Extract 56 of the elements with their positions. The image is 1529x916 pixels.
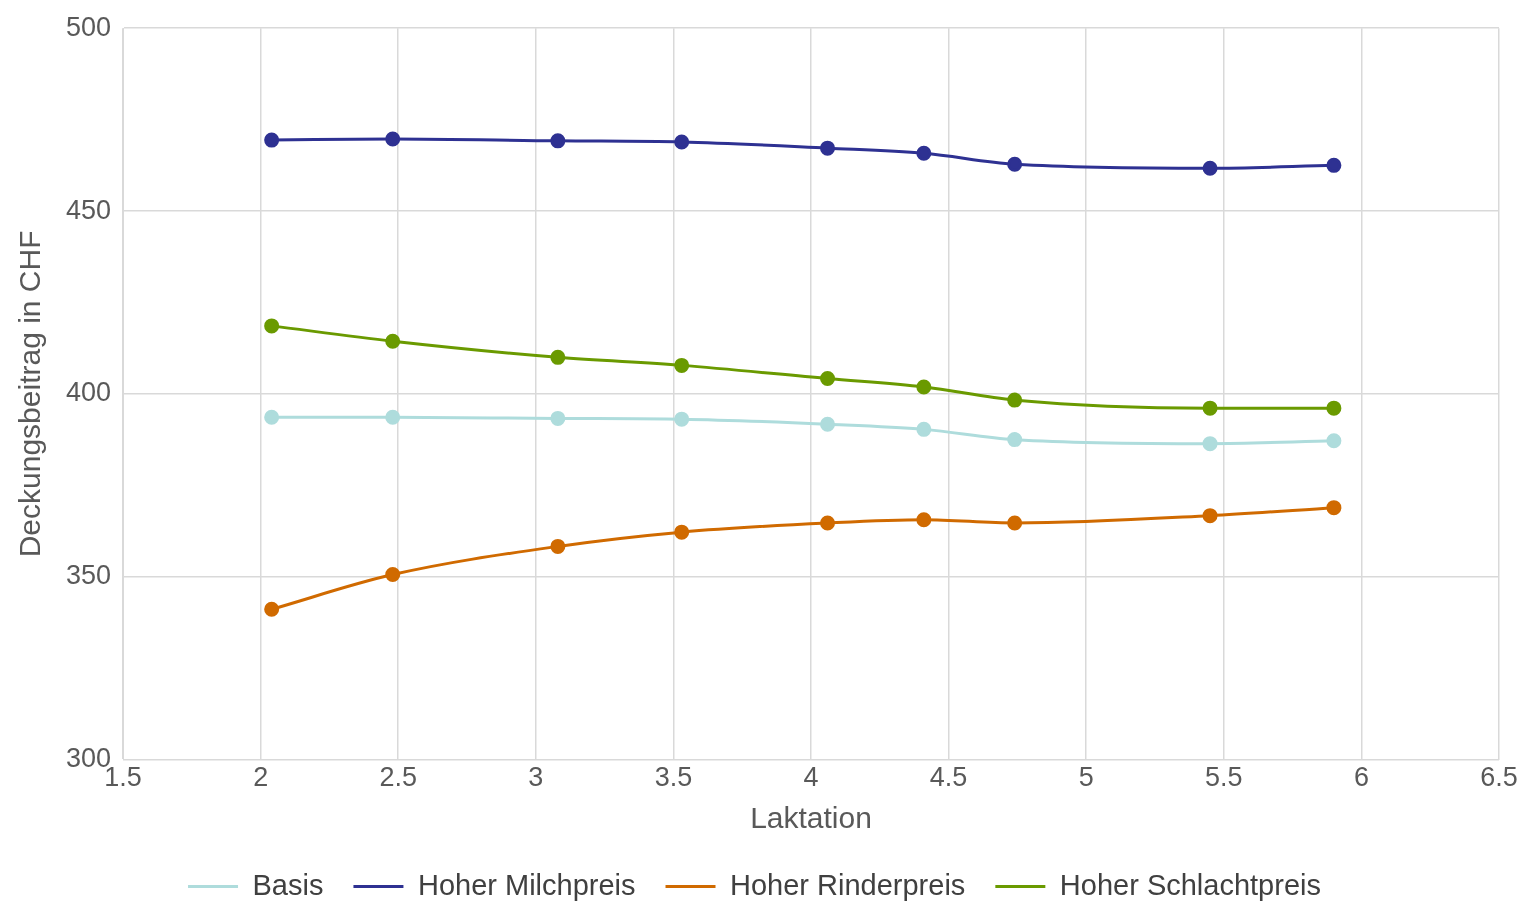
point <box>1326 400 1342 416</box>
point <box>264 132 280 148</box>
point <box>1326 433 1342 449</box>
x-tick-label: 2.5 <box>379 762 418 793</box>
point <box>264 318 280 334</box>
x-tick-label: 4.5 <box>929 762 968 793</box>
point <box>1326 500 1342 516</box>
point <box>1007 392 1023 408</box>
x-tick-label: 6 <box>1353 762 1369 793</box>
point <box>674 134 690 150</box>
y-tick-label: 500 <box>65 11 112 42</box>
point <box>916 421 932 437</box>
x-tick-label: 2 <box>253 762 269 793</box>
x-tick-label: 6.5 <box>1480 762 1518 793</box>
point <box>820 140 836 156</box>
x-tick-label: 3.5 <box>654 762 693 793</box>
y-tick-label: 350 <box>65 560 112 591</box>
point <box>674 357 690 373</box>
point <box>264 409 280 425</box>
point <box>820 371 836 387</box>
y-axis-title: Deckungsbeitrag in CHF <box>13 230 47 558</box>
point <box>385 131 401 147</box>
x-tick-label: 5.5 <box>1205 762 1243 793</box>
point <box>1202 160 1218 176</box>
x-tick-label: 4 <box>803 762 819 793</box>
point <box>385 567 401 583</box>
point <box>820 515 836 531</box>
y-tick-label: 450 <box>65 194 112 225</box>
point <box>550 410 566 426</box>
point <box>1202 436 1218 452</box>
point <box>674 524 690 540</box>
point <box>1202 508 1218 524</box>
point <box>674 411 690 427</box>
point <box>916 379 932 395</box>
point <box>1007 432 1023 448</box>
point <box>1326 157 1342 173</box>
legend-label: Hoher Milchpreis <box>417 868 636 901</box>
point <box>385 333 401 349</box>
point <box>550 133 566 149</box>
point <box>916 145 932 161</box>
point <box>1007 515 1023 531</box>
point <box>385 409 401 425</box>
legend-label: Basis <box>252 868 324 901</box>
x-tick-label: 5 <box>1078 762 1094 793</box>
point <box>1007 156 1023 172</box>
legend-label: Hoher Rinderpreis <box>730 868 966 901</box>
point <box>1202 400 1218 416</box>
legend-label: Hoher Schlachtpreis <box>1059 868 1321 901</box>
point <box>264 601 280 617</box>
point <box>550 538 566 554</box>
point <box>916 512 932 528</box>
point <box>820 416 836 432</box>
x-tick-label: 3 <box>528 762 544 793</box>
point <box>550 349 566 365</box>
y-tick-label: 400 <box>65 377 112 408</box>
x-axis-title: Laktation <box>750 801 872 835</box>
